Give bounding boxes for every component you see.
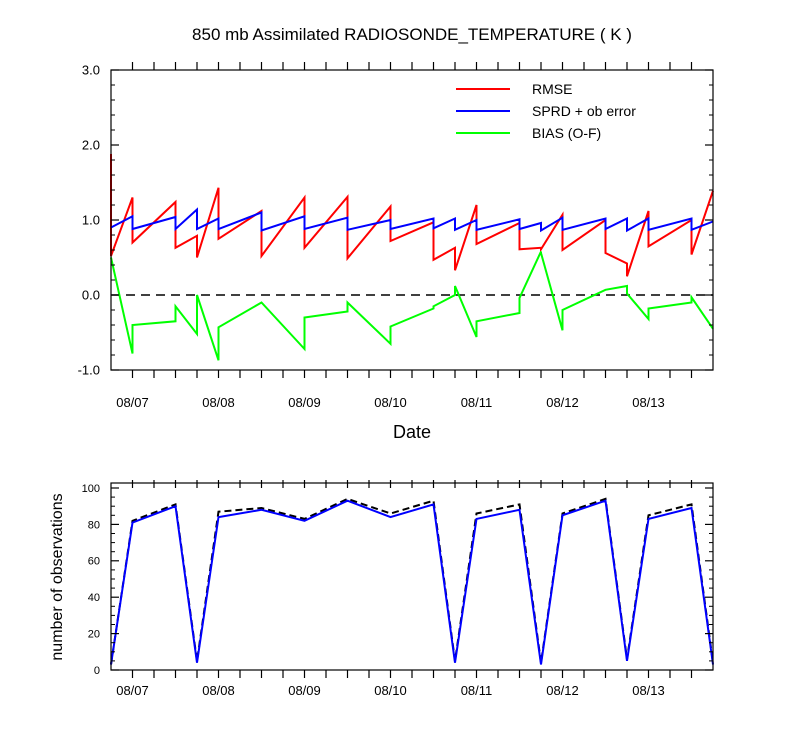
y-axis-title: number of observations xyxy=(49,493,66,660)
y-tick-label: 40 xyxy=(88,592,100,604)
x-tick-label: 08/11 xyxy=(461,683,493,698)
top-series-group xyxy=(110,154,714,361)
y-tick-label: 3.0 xyxy=(82,63,100,78)
y-tick-label: 60 xyxy=(88,556,100,568)
x-tick-label: 08/10 xyxy=(374,683,407,698)
bottom-series-group xyxy=(110,497,714,665)
series-line-sprd-ob-error xyxy=(110,207,714,233)
x-tick-label: 08/11 xyxy=(461,395,493,410)
legend-label-bias: BIAS (O-F) xyxy=(532,125,601,141)
x-tick-label: 08/09 xyxy=(288,683,321,698)
x-tick-label: 08/08 xyxy=(202,683,235,698)
bottom-plot-frame xyxy=(110,482,714,671)
x-tick-label: 08/08 xyxy=(202,395,235,410)
y-tick-label: 2.0 xyxy=(82,138,100,153)
bottom-x-axis: 08/07 08/08 08/09 08/10 08/11 08/12 08/13 xyxy=(116,480,693,698)
top-chart: 850 mb Assimilated RADIOSONDE_TEMPERATUR… xyxy=(78,25,714,442)
x-tick-label: 08/13 xyxy=(632,683,665,698)
y-tick-label: 1.0 xyxy=(82,213,100,228)
y-tick-label: 20 xyxy=(88,628,100,640)
x-tick-label: 08/13 xyxy=(632,395,665,410)
y-tick-label: 0 xyxy=(94,665,100,677)
chart-title: 850 mb Assimilated RADIOSONDE_TEMPERATUR… xyxy=(192,25,632,44)
series-line-bias-o-f xyxy=(110,251,714,361)
x-tick-label: 08/09 xyxy=(288,395,321,410)
legend: RMSE SPRD + ob error BIAS (O-F) xyxy=(456,81,636,141)
y-tick-label: 0.0 xyxy=(82,288,100,303)
top-x-axis: 08/07 08/08 08/09 08/10 08/11 08/12 08/13 xyxy=(116,62,693,410)
y-tick-label: -1.0 xyxy=(78,363,100,378)
y-tick-label: 80 xyxy=(88,519,100,531)
top-plot-frame xyxy=(110,69,714,371)
legend-label-sprd: SPRD + ob error xyxy=(532,103,636,119)
series-line-assimilated xyxy=(110,499,714,665)
x-tick-label: 08/07 xyxy=(116,683,149,698)
x-tick-label: 08/12 xyxy=(546,683,579,698)
y-tick-label: 100 xyxy=(82,483,100,495)
x-tick-label: 08/07 xyxy=(116,395,149,410)
x-axis-title: Date xyxy=(393,422,431,442)
top-y-axis: -1.0 0.0 1.0 2.0 3.0 xyxy=(78,63,713,378)
series-line-rmse xyxy=(110,154,714,277)
legend-label-rmse: RMSE xyxy=(532,81,572,97)
x-tick-label: 08/10 xyxy=(374,395,407,410)
x-tick-label: 08/12 xyxy=(546,395,579,410)
